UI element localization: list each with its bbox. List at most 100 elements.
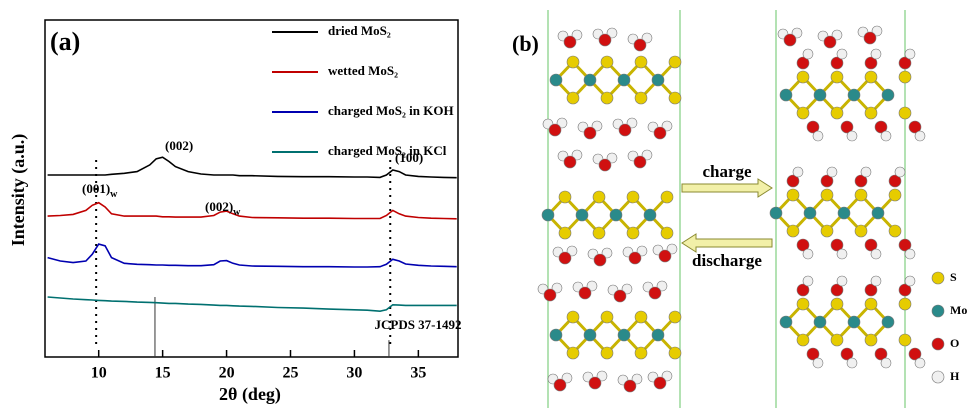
atom <box>848 89 860 101</box>
peak-label-text: (001) <box>82 181 110 196</box>
legend-label: dried MoS₂ <box>328 23 391 38</box>
atom <box>576 209 588 221</box>
atom <box>661 227 673 239</box>
atom <box>831 107 843 119</box>
atom <box>889 189 901 201</box>
atom <box>871 249 881 259</box>
atom <box>881 131 891 141</box>
atom <box>872 207 884 219</box>
atom <box>915 131 925 141</box>
atom <box>847 358 857 368</box>
atom <box>567 347 579 359</box>
atom <box>635 92 647 104</box>
atom <box>618 74 630 86</box>
atom <box>593 227 605 239</box>
atom <box>589 377 601 389</box>
atom <box>864 32 876 44</box>
legend-label: Mo <box>950 303 967 317</box>
atom <box>559 227 571 239</box>
atom <box>659 250 671 262</box>
atom <box>579 287 591 299</box>
peak-label: (002) <box>165 138 193 153</box>
atom <box>780 316 792 328</box>
atom <box>932 371 944 383</box>
peak-label: (100) <box>395 150 423 165</box>
atom <box>784 34 796 46</box>
arrow <box>682 179 772 197</box>
atom <box>932 305 944 317</box>
atom <box>895 167 905 177</box>
atom <box>627 227 639 239</box>
atom <box>614 290 626 302</box>
legend-label: wetted MoS₂ <box>328 63 398 78</box>
atom <box>584 74 596 86</box>
atom <box>649 287 661 299</box>
atom <box>882 89 894 101</box>
atom <box>821 225 833 237</box>
atom <box>661 191 673 203</box>
atom <box>814 316 826 328</box>
atom <box>847 131 857 141</box>
series-line <box>48 297 457 311</box>
atom <box>567 92 579 104</box>
atom <box>797 298 809 310</box>
atom <box>599 34 611 46</box>
atom <box>634 156 646 168</box>
atom <box>813 131 823 141</box>
atom <box>821 189 833 201</box>
atom <box>803 276 813 286</box>
atom <box>905 249 915 259</box>
atom <box>871 49 881 59</box>
atom <box>831 71 843 83</box>
atom <box>550 329 562 341</box>
atom <box>601 347 613 359</box>
atom <box>797 107 809 119</box>
atom <box>837 249 847 259</box>
atom <box>550 74 562 86</box>
atom <box>882 316 894 328</box>
atom <box>865 107 877 119</box>
atom <box>865 298 877 310</box>
x-tick-label: 20 <box>219 365 235 382</box>
atom <box>899 298 911 310</box>
legend-label: H <box>950 369 960 383</box>
atom <box>780 89 792 101</box>
atom <box>544 289 556 301</box>
atom <box>855 189 867 201</box>
atom <box>899 334 911 346</box>
atom <box>584 329 596 341</box>
x-tick-label: 25 <box>282 365 298 382</box>
atom <box>559 252 571 264</box>
atom <box>635 311 647 323</box>
atom <box>770 207 782 219</box>
atom <box>669 92 681 104</box>
x-axis-label: 2θ (deg) <box>219 384 281 405</box>
atom <box>564 36 576 48</box>
atom <box>932 272 944 284</box>
y-axis-label: Intensity (a.u.) <box>8 134 29 247</box>
atom <box>803 49 813 59</box>
atom <box>652 74 664 86</box>
atom <box>827 167 837 177</box>
reference-label: JCPDS 37-1492 <box>374 317 461 332</box>
atom <box>624 380 636 392</box>
atom <box>804 207 816 219</box>
atom <box>932 338 944 350</box>
arrow-label: discharge <box>692 251 762 270</box>
series-line <box>48 244 457 267</box>
x-tick-label: 35 <box>410 365 426 382</box>
atom <box>549 124 561 136</box>
panel-label: (a) <box>50 27 80 56</box>
atom <box>629 252 641 264</box>
atom <box>905 276 915 286</box>
atom <box>838 207 850 219</box>
atom <box>567 56 579 68</box>
atom <box>567 311 579 323</box>
legend-label: O <box>950 336 959 350</box>
atom <box>855 225 867 237</box>
atom <box>564 156 576 168</box>
atom <box>627 191 639 203</box>
atom <box>601 56 613 68</box>
atom <box>787 189 799 201</box>
